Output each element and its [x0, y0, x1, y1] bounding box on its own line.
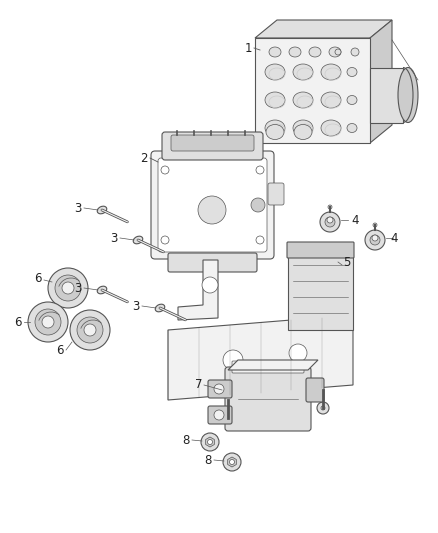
Ellipse shape: [265, 92, 285, 108]
Circle shape: [230, 459, 234, 464]
Ellipse shape: [155, 304, 165, 312]
Circle shape: [325, 217, 335, 227]
Polygon shape: [228, 360, 318, 370]
Ellipse shape: [321, 64, 341, 80]
Circle shape: [317, 402, 329, 414]
Text: 5: 5: [343, 255, 350, 269]
Text: 2: 2: [141, 151, 148, 165]
Polygon shape: [228, 457, 237, 467]
Circle shape: [251, 198, 265, 212]
Circle shape: [214, 410, 224, 420]
FancyBboxPatch shape: [232, 361, 304, 373]
Ellipse shape: [97, 286, 107, 294]
Ellipse shape: [266, 125, 284, 140]
Bar: [255, 38, 370, 143]
Circle shape: [320, 212, 340, 232]
Ellipse shape: [321, 92, 341, 108]
Circle shape: [208, 440, 212, 445]
Text: 6: 6: [56, 343, 64, 357]
Circle shape: [373, 223, 377, 227]
Ellipse shape: [329, 47, 341, 57]
Ellipse shape: [97, 206, 107, 214]
Text: 4: 4: [390, 231, 398, 245]
Circle shape: [28, 302, 68, 342]
Text: 8: 8: [205, 454, 212, 466]
Ellipse shape: [293, 120, 313, 136]
Circle shape: [35, 309, 61, 335]
Circle shape: [256, 236, 264, 244]
Circle shape: [161, 236, 169, 244]
Bar: [370, 68, 403, 123]
Ellipse shape: [309, 47, 321, 57]
Text: 3: 3: [132, 300, 140, 312]
Ellipse shape: [269, 47, 281, 57]
Circle shape: [328, 205, 332, 209]
Circle shape: [202, 277, 218, 293]
Polygon shape: [168, 315, 353, 400]
Ellipse shape: [347, 95, 357, 104]
FancyBboxPatch shape: [208, 380, 232, 398]
Polygon shape: [370, 20, 392, 143]
FancyBboxPatch shape: [171, 135, 254, 151]
Text: 3: 3: [74, 281, 82, 295]
FancyBboxPatch shape: [151, 151, 274, 259]
Circle shape: [70, 310, 110, 350]
Circle shape: [226, 416, 230, 420]
Text: 3: 3: [74, 201, 82, 214]
Circle shape: [370, 235, 380, 245]
FancyBboxPatch shape: [287, 242, 354, 258]
Text: 7: 7: [194, 378, 202, 392]
Text: 6: 6: [14, 316, 22, 328]
FancyBboxPatch shape: [268, 183, 284, 205]
Bar: [288, 255, 353, 330]
Ellipse shape: [347, 68, 357, 77]
Text: 6: 6: [34, 271, 42, 285]
Text: 8: 8: [183, 433, 190, 447]
Ellipse shape: [398, 68, 418, 123]
Circle shape: [222, 412, 234, 424]
Ellipse shape: [335, 49, 341, 55]
Text: 3: 3: [110, 231, 118, 245]
Circle shape: [77, 317, 103, 343]
Circle shape: [223, 350, 243, 370]
FancyBboxPatch shape: [162, 132, 263, 160]
Ellipse shape: [289, 47, 301, 57]
Circle shape: [321, 406, 325, 410]
Ellipse shape: [347, 124, 357, 133]
Ellipse shape: [351, 48, 359, 56]
Ellipse shape: [321, 120, 341, 136]
Circle shape: [161, 166, 169, 174]
Ellipse shape: [293, 92, 313, 108]
Circle shape: [62, 282, 74, 294]
Polygon shape: [206, 437, 214, 447]
Circle shape: [55, 275, 81, 301]
Circle shape: [223, 453, 241, 471]
Circle shape: [198, 196, 226, 224]
Circle shape: [48, 268, 88, 308]
Ellipse shape: [265, 120, 285, 136]
Circle shape: [201, 433, 219, 451]
FancyBboxPatch shape: [208, 406, 232, 424]
Circle shape: [372, 235, 378, 241]
Polygon shape: [178, 260, 218, 320]
Circle shape: [256, 166, 264, 174]
Ellipse shape: [294, 125, 312, 140]
Text: 4: 4: [351, 214, 358, 227]
Ellipse shape: [293, 64, 313, 80]
Circle shape: [84, 324, 96, 336]
Text: 1: 1: [244, 42, 252, 54]
FancyBboxPatch shape: [306, 378, 324, 402]
Ellipse shape: [265, 64, 285, 80]
Circle shape: [214, 384, 224, 394]
Polygon shape: [255, 20, 392, 38]
FancyBboxPatch shape: [168, 253, 257, 272]
FancyBboxPatch shape: [158, 158, 267, 252]
FancyBboxPatch shape: [225, 367, 311, 431]
Circle shape: [42, 316, 54, 328]
Circle shape: [327, 217, 333, 223]
Circle shape: [365, 230, 385, 250]
Ellipse shape: [133, 236, 143, 244]
Circle shape: [289, 344, 307, 362]
